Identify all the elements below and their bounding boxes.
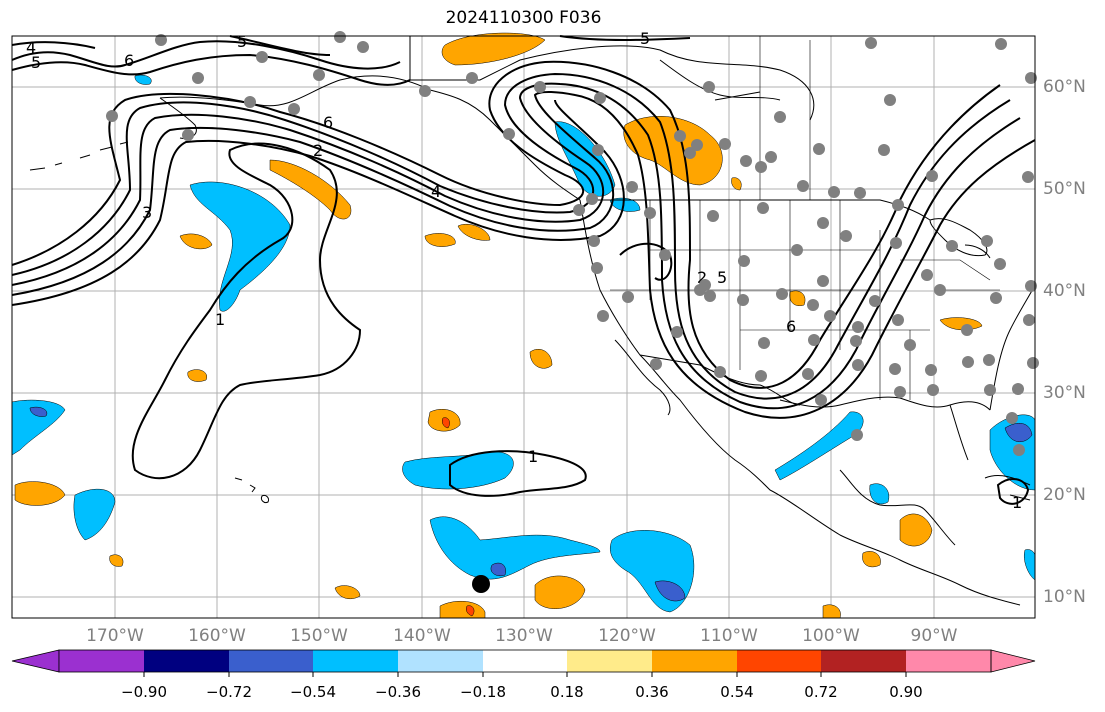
station-dots [106, 31, 1039, 456]
longitude-label: 130°W [495, 626, 553, 646]
colorbar-tick-label: 0.54 [720, 683, 754, 701]
anomaly-positive-region [899, 513, 933, 547]
longitude-label: 170°W [86, 626, 144, 646]
anomaly-negative-region [73, 488, 116, 541]
colorbar-tick-label: 0.36 [635, 683, 669, 701]
map-title: 2024110300 F036 [445, 8, 602, 28]
anomaly-fills [11, 32, 1036, 619]
colorbar-tick-label: −0.18 [460, 683, 506, 701]
contour-label: 2 [313, 141, 323, 160]
anomaly-positive-region [441, 32, 546, 66]
anomaly-positive-region [789, 290, 806, 306]
contour-label: 4 [431, 182, 441, 201]
colorbar-tick-label: −0.72 [206, 683, 252, 701]
contour-label: 1 [215, 310, 225, 329]
colorbar-segment [652, 650, 737, 672]
colorbar-tick-label: 0.72 [804, 683, 838, 701]
anomaly-positive-region [14, 481, 66, 506]
contour-label: 6 [323, 113, 333, 132]
contour-label: 5 [237, 32, 247, 51]
latitude-label: 10°N [1043, 587, 1086, 607]
state-boundaries [610, 36, 1000, 400]
colorbar [11, 649, 1036, 677]
anomaly-strong-negative-spot [654, 580, 686, 602]
anomaly-positive-region [269, 159, 352, 220]
colorbar-segment [229, 650, 313, 672]
anomaly-strong-positive-spot [465, 605, 475, 617]
anomaly-negative-region [429, 516, 601, 580]
contour-label: 5 [717, 268, 727, 287]
longitude-label: 100°W [802, 626, 860, 646]
highlight-point [472, 575, 490, 593]
anomaly-negative-region [402, 451, 514, 490]
colorbar-segment [144, 650, 229, 672]
anomaly-positive-region [731, 177, 742, 191]
contour-lines [11, 35, 1036, 505]
anomaly-negative-region [869, 483, 890, 505]
anomaly-negative-region [774, 411, 864, 481]
colorbar-tick-label: −0.90 [121, 683, 167, 701]
anomaly-negative-region [11, 399, 66, 456]
contour-label: 6 [786, 317, 796, 336]
anomaly-positive-region [457, 224, 491, 241]
contour-label: 1 [528, 447, 538, 466]
longitude-label: 140°W [393, 626, 451, 646]
anomaly-strong-negative-spot [29, 406, 48, 417]
colorbar-arrow-right [990, 649, 1036, 673]
colorbar-arrow-left [11, 649, 60, 673]
contour-label: 5 [31, 53, 41, 72]
contour-label: 4 [26, 38, 36, 57]
colorbar-segment [737, 650, 821, 672]
anomaly-positive-region [424, 233, 456, 247]
latitude-label: 60°N [1043, 77, 1086, 97]
anomaly-positive-region [529, 349, 553, 369]
contour-label: 1 [1012, 493, 1022, 512]
anomaly-negative-region [189, 181, 291, 312]
colorbar-tick-label: 0.18 [550, 683, 584, 701]
longitude-label: 90°W [910, 626, 958, 646]
anomaly-positive-region [439, 600, 486, 619]
colorbar-segment [567, 650, 652, 672]
anomaly-positive-region [862, 551, 881, 568]
longitude-label: 150°W [290, 626, 348, 646]
latitude-label: 40°N [1043, 281, 1086, 301]
anomaly-strong-positive-spot [441, 417, 450, 429]
contour-label-group: 4 5 6 5 5 6 2 3 4 1 1 2 5 6 1 [26, 29, 1022, 512]
anomaly-positive-region [187, 369, 208, 382]
colorbar-segment [821, 650, 906, 672]
latitude-label: 30°N [1043, 383, 1086, 403]
colorbar-tick-label: −0.36 [375, 683, 421, 701]
colorbar-segment [906, 650, 991, 672]
anomaly-positive-region [179, 233, 213, 250]
longitude-label: 160°W [188, 626, 246, 646]
longitude-label: 120°W [598, 626, 656, 646]
colorbar-segment [398, 650, 483, 672]
contour-label: 5 [640, 29, 650, 48]
contour-label: 6 [124, 51, 134, 70]
contour-label: 3 [142, 203, 152, 222]
contour-label: 2 [697, 268, 707, 287]
anomaly-negative-region [609, 197, 641, 212]
anomaly-strong-negative-spot [1004, 423, 1033, 442]
colorbar-tick-label: −0.54 [290, 683, 336, 701]
latitude-label: 50°N [1043, 179, 1086, 199]
latitude-label: 20°N [1043, 485, 1086, 505]
colorbar-segment [59, 650, 144, 672]
colorbar-segment [483, 650, 567, 672]
colorbar-tick-label: 0.90 [889, 683, 923, 701]
anomaly-positive-region [109, 554, 124, 567]
colorbar-segment [313, 650, 398, 672]
anomaly-strong-negative-spot [490, 562, 506, 576]
anomaly-positive-region [534, 575, 586, 609]
longitude-label: 110°W [700, 626, 758, 646]
map-gridlines [12, 36, 1035, 618]
anomaly-negative-region [134, 74, 152, 85]
anomaly-positive-region [334, 585, 361, 599]
